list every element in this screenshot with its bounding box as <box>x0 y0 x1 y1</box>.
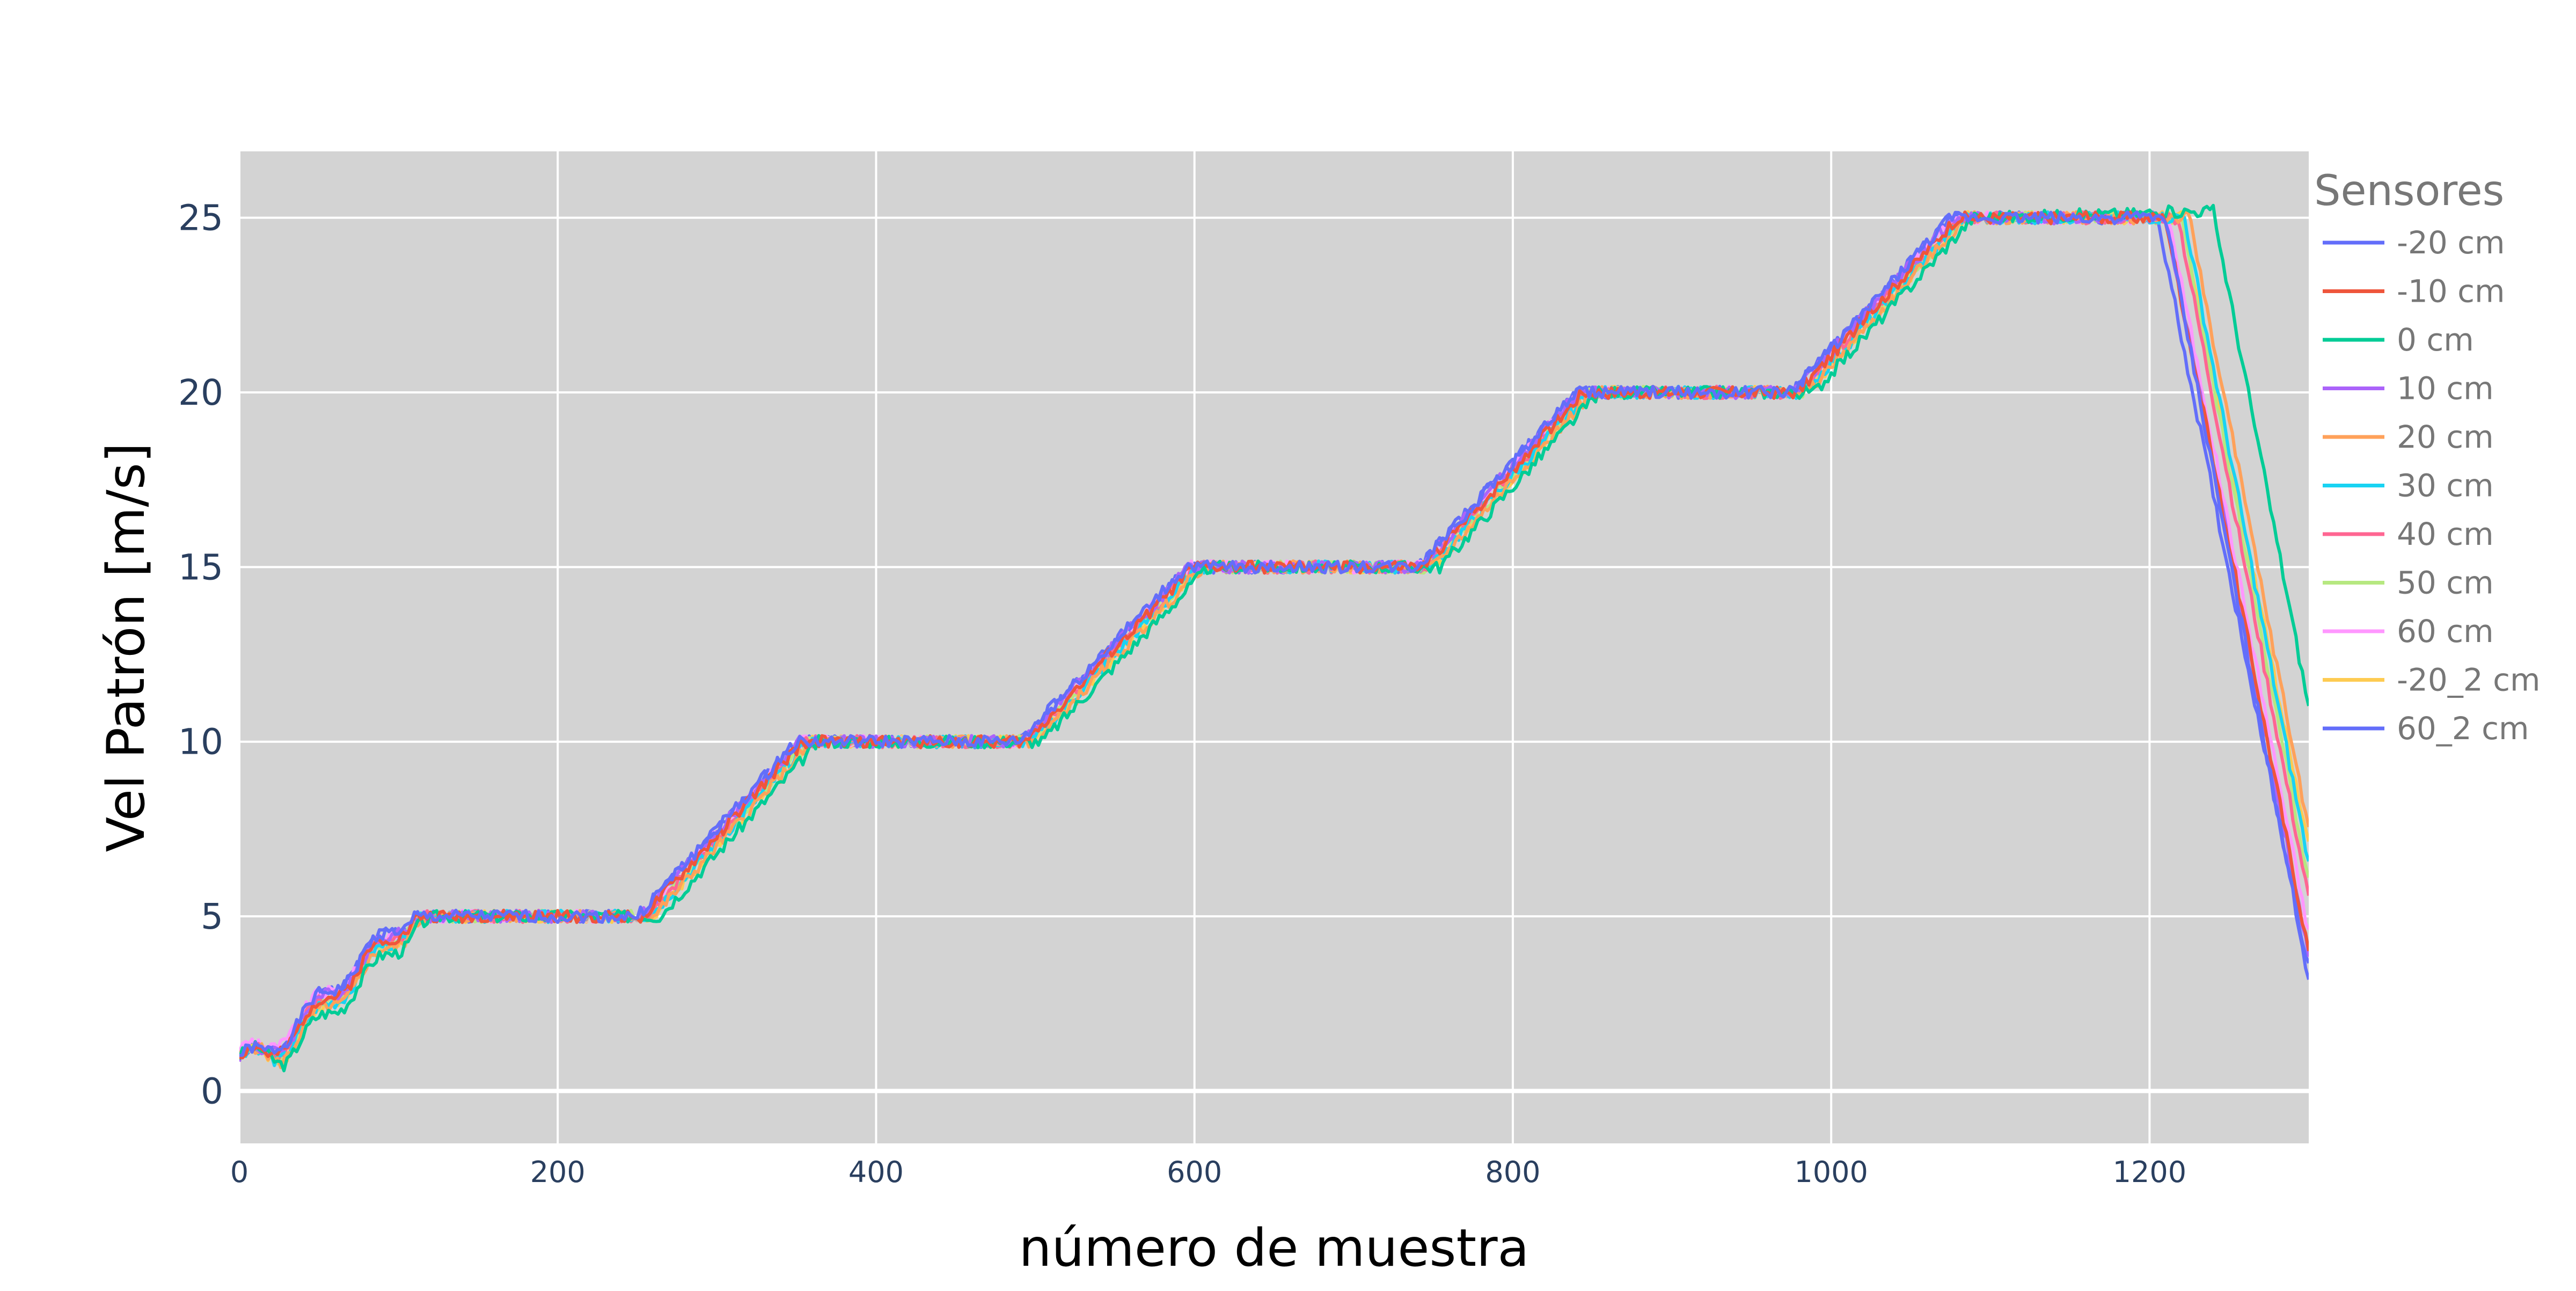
legend-label: 60 cm <box>2397 613 2494 650</box>
y-tick-label: 25 <box>178 198 223 239</box>
legend-item[interactable]: 10 cm <box>2323 370 2494 407</box>
legend-label: -20 cm <box>2397 224 2505 261</box>
legend-label: 40 cm <box>2397 516 2494 552</box>
series-line <box>239 210 2309 1057</box>
plot-area <box>239 151 2309 1143</box>
legend-item[interactable]: -20_2 cm <box>2323 662 2540 698</box>
x-tick-label: 0 <box>230 1155 248 1189</box>
x-axis-title: número de muestra <box>1019 1218 1529 1278</box>
x-axis-ticks: 0 200 400 600 800 1000 1200 <box>230 1155 2186 1189</box>
legend-title: Sensores <box>2314 167 2504 215</box>
legend-item[interactable]: 20 cm <box>2323 419 2494 455</box>
y-tick-label: 5 <box>201 896 223 937</box>
x-tick-label: 1000 <box>1794 1155 1868 1189</box>
series-lines <box>239 203 2309 1073</box>
x-tick-label: 1200 <box>2113 1155 2186 1189</box>
legend-label: 20 cm <box>2397 419 2494 455</box>
legend-item[interactable]: 50 cm <box>2323 565 2494 601</box>
x-tick-label: 200 <box>530 1155 586 1189</box>
legend-item[interactable]: 60_2 cm <box>2323 710 2529 747</box>
legend-item[interactable]: 40 cm <box>2323 516 2494 552</box>
legend-label: -20_2 cm <box>2397 662 2540 698</box>
legend-label: 0 cm <box>2397 322 2474 358</box>
y-axis-ticks: 0 5 10 15 20 25 <box>178 198 223 1112</box>
y-axis-title: Vel Patrón [m/s] <box>96 443 156 852</box>
y-tick-label: 10 <box>178 721 223 763</box>
legend-label: 60_2 cm <box>2397 710 2529 747</box>
x-tick-label: 600 <box>1167 1155 1222 1189</box>
legend-label: 10 cm <box>2397 370 2494 407</box>
y-tick-label: 20 <box>178 372 223 413</box>
legend-label: 50 cm <box>2397 565 2494 601</box>
legend-item[interactable]: 0 cm <box>2323 322 2474 358</box>
x-tick-label: 400 <box>848 1155 904 1189</box>
x-tick-label: 800 <box>1485 1155 1540 1189</box>
legend-label: 30 cm <box>2397 468 2494 504</box>
legend-item[interactable]: -10 cm <box>2323 273 2505 310</box>
legend-item[interactable]: 60 cm <box>2323 613 2494 650</box>
y-tick-label: 0 <box>201 1070 223 1112</box>
legend[interactable]: Sensores -20 cm -10 cm 0 cm 10 cm 20 cm 30 cm… <box>2314 167 2540 747</box>
legend-label: -10 cm <box>2397 273 2505 310</box>
legend-item[interactable]: 30 cm <box>2323 468 2494 504</box>
y-tick-label: 15 <box>178 546 223 588</box>
legend-item[interactable]: -20 cm <box>2323 224 2505 261</box>
